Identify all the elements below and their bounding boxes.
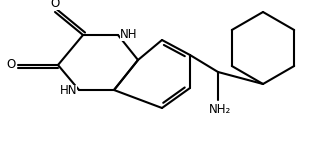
Text: HN: HN	[59, 85, 77, 97]
Text: NH: NH	[120, 27, 137, 40]
Text: NH₂: NH₂	[209, 103, 231, 116]
Text: O: O	[50, 0, 60, 10]
Text: O: O	[7, 58, 16, 72]
